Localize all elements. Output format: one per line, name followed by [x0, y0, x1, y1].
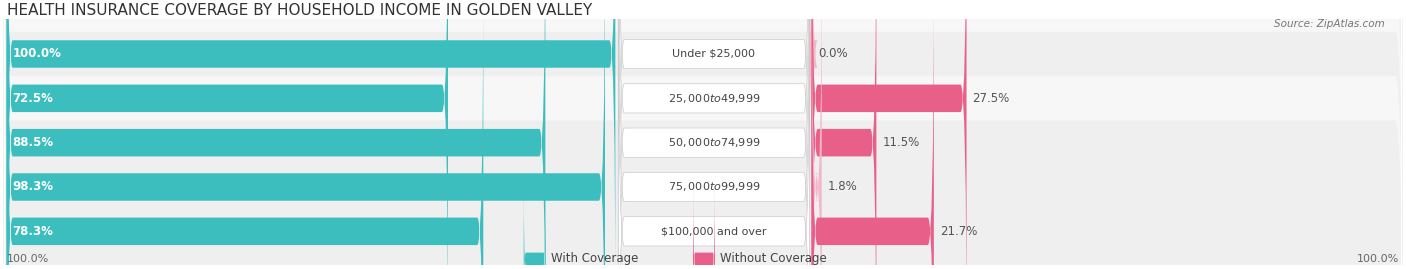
FancyBboxPatch shape: [811, 0, 934, 269]
Text: 100.0%: 100.0%: [7, 254, 49, 264]
Text: 100.0%: 100.0%: [1357, 254, 1399, 264]
FancyBboxPatch shape: [693, 176, 716, 269]
Text: With Coverage: With Coverage: [551, 252, 638, 265]
FancyBboxPatch shape: [7, 0, 546, 269]
Text: 27.5%: 27.5%: [973, 92, 1010, 105]
Text: $100,000 and over: $100,000 and over: [661, 226, 766, 236]
Text: 88.5%: 88.5%: [13, 136, 53, 149]
FancyBboxPatch shape: [7, 0, 605, 269]
Text: 0.0%: 0.0%: [818, 48, 848, 61]
FancyBboxPatch shape: [619, 0, 810, 269]
FancyBboxPatch shape: [7, 0, 484, 269]
FancyBboxPatch shape: [3, 0, 1403, 269]
FancyBboxPatch shape: [807, 0, 817, 269]
Text: 11.5%: 11.5%: [883, 136, 920, 149]
FancyBboxPatch shape: [523, 176, 546, 269]
Text: HEALTH INSURANCE COVERAGE BY HOUSEHOLD INCOME IN GOLDEN VALLEY: HEALTH INSURANCE COVERAGE BY HOUSEHOLD I…: [7, 3, 592, 18]
Text: 98.3%: 98.3%: [13, 180, 53, 193]
FancyBboxPatch shape: [811, 0, 966, 269]
Text: Source: ZipAtlas.com: Source: ZipAtlas.com: [1274, 19, 1385, 29]
FancyBboxPatch shape: [619, 0, 810, 269]
FancyBboxPatch shape: [3, 0, 1403, 269]
FancyBboxPatch shape: [619, 0, 810, 269]
Text: 100.0%: 100.0%: [13, 48, 62, 61]
Text: Without Coverage: Without Coverage: [720, 252, 827, 265]
Text: $25,000 to $49,999: $25,000 to $49,999: [668, 92, 761, 105]
FancyBboxPatch shape: [811, 0, 876, 269]
FancyBboxPatch shape: [3, 0, 1403, 269]
FancyBboxPatch shape: [7, 0, 616, 269]
Text: 1.8%: 1.8%: [828, 180, 858, 193]
FancyBboxPatch shape: [811, 0, 821, 269]
Text: 21.7%: 21.7%: [939, 225, 977, 238]
FancyBboxPatch shape: [619, 0, 810, 269]
Text: Under $25,000: Under $25,000: [672, 49, 755, 59]
Text: $75,000 to $99,999: $75,000 to $99,999: [668, 180, 761, 193]
Text: 78.3%: 78.3%: [13, 225, 53, 238]
FancyBboxPatch shape: [3, 0, 1403, 269]
Text: $50,000 to $74,999: $50,000 to $74,999: [668, 136, 761, 149]
Text: 72.5%: 72.5%: [13, 92, 53, 105]
FancyBboxPatch shape: [7, 0, 449, 269]
FancyBboxPatch shape: [619, 0, 810, 269]
FancyBboxPatch shape: [3, 0, 1403, 269]
